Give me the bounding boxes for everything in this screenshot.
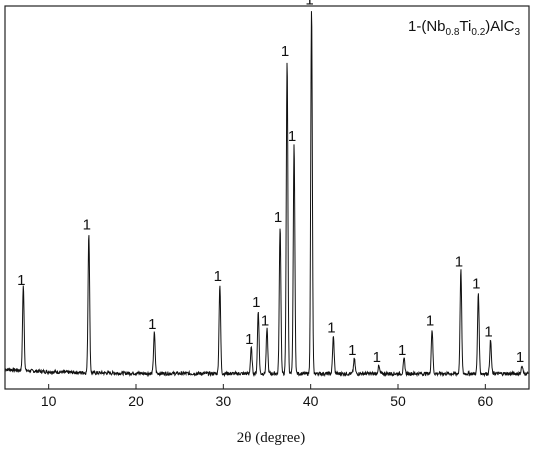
peak-label: 1 [281,43,289,60]
series-line [5,11,529,378]
x-tick-label: 20 [128,393,144,409]
peak-label: 1 [148,316,156,333]
peak-label: 1 [245,331,253,348]
legend-sub-c: 3 [514,27,520,38]
plot-frame [4,5,530,390]
peak-label: 1 [426,312,434,329]
x-axis: 10 20 30 40 50 60 [41,384,493,409]
peak-label: 1 [455,253,463,270]
x-tick-label: 10 [41,393,57,409]
peak-label: 1 [484,323,492,340]
peak-label: 1 [274,209,282,226]
trace-layer [5,11,529,378]
legend-label: 1-(Nb0.8Ti0.2)AlC3 [408,18,520,38]
legend-suffix: )AlC [485,18,514,35]
peak-label: 1 [472,275,480,292]
peak-label: 1 [305,0,313,8]
peak-label: 1 [288,128,296,145]
x-tick-label: 40 [303,393,319,409]
x-tick-label: 50 [390,393,406,409]
peak-label: 1 [516,349,524,366]
legend-prefix: 1-(Nb [408,18,446,35]
peak-label: 1 [398,342,406,359]
legend-ti: Ti [459,18,471,35]
x-axis-label: 2θ (degree) [237,430,305,446]
peak-label: 1 [261,312,269,329]
peak-label: 1 [373,349,381,366]
x-tick-label: 30 [216,393,232,409]
legend-sub-nb: 0.8 [446,27,460,38]
peak-label: 1 [17,272,25,289]
legend-sub-ti: 0.2 [471,27,485,38]
peak-label: 1 [348,342,356,359]
x-tick-label: 60 [478,393,494,409]
peak-label: 1 [327,320,335,337]
peak-label: 1 [83,216,91,233]
peak-label: 1 [252,294,260,311]
peak-label: 1 [214,268,222,285]
